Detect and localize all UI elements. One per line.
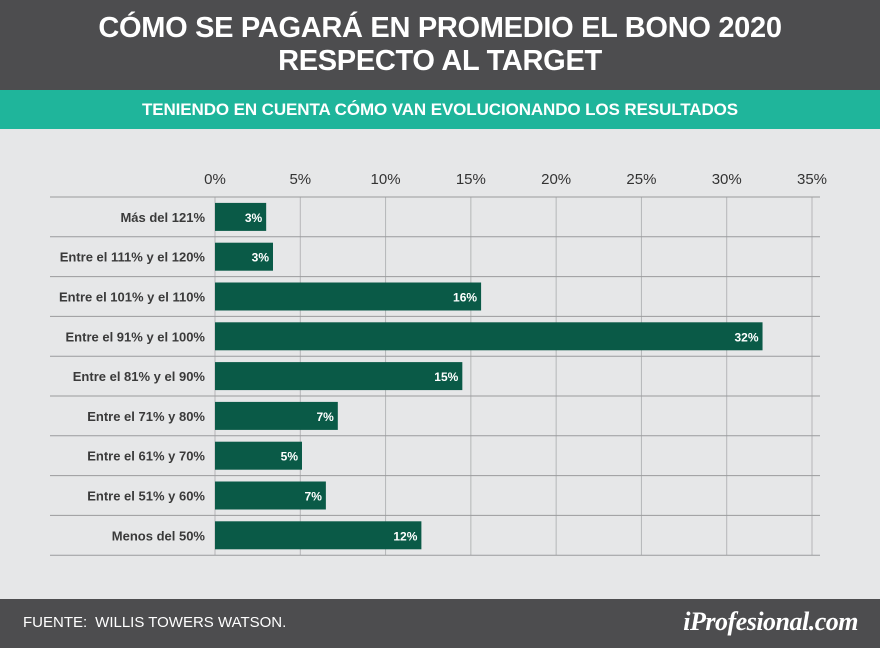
x-tick-label: 0% [204,171,226,188]
data-label: 16% [453,291,477,305]
category-label: Entre el 61% y 70% [87,449,205,464]
x-tick-label: 35% [797,171,827,188]
data-label: 7% [316,410,334,424]
bar [215,441,302,470]
source-label: FUENTE: [23,614,88,631]
x-tick-label: 15% [456,171,486,188]
category-label: Entre el 91% y el 100% [66,329,206,344]
bar [215,362,463,391]
data-label: 5% [281,450,299,464]
category-label: Entre el 81% y el 90% [73,369,206,384]
data-label: 15% [434,370,458,384]
chart-title: CÓMO SE PAGARÁ EN PROMEDIO EL BONO 2020 … [98,12,782,78]
category-labels: Más del 121% Entre el 111% y el 120% Entre… [59,210,205,543]
data-label: 32% [735,330,759,344]
header-banner: CÓMO SE PAGARÁ EN PROMEDIO EL BONO 2020 … [0,0,880,90]
x-axis-ticks: 0% 5% 10% 15% 20% 25% 30% 35% [204,171,827,188]
data-labels: 3% 3% 16% 32% 15% 7% 5% 7% 12% [245,211,759,543]
footer-bar: FUENTE: WILLIS TOWERS WATSON. iProfesiona… [0,599,880,648]
data-label: 3% [252,251,270,265]
chart-title-line2: RESPECTO AL TARGET [278,45,602,77]
source-value: WILLIS TOWERS WATSON. [95,614,287,631]
bar [215,521,422,550]
data-label: 12% [393,529,417,543]
x-tick-label: 20% [541,171,571,188]
source-note: FUENTE: WILLIS TOWERS WATSON. [23,614,286,631]
category-label: Entre el 101% y el 110% [59,290,205,305]
bar [215,202,267,231]
bar [215,322,763,351]
x-tick-label: 25% [626,171,656,188]
x-tick-label: 5% [289,171,311,188]
grid-lines [50,196,820,556]
bar [215,242,273,271]
bar-chart: 0% 5% 10% 15% 20% 25% 30% 35% Más del 121% Entre… [0,129,880,599]
x-tick-label: 10% [371,171,401,188]
brand-logo: iProfesional.com [683,607,858,636]
data-label: 7% [305,490,323,504]
bar [215,401,338,430]
bars [215,202,763,550]
bar [215,282,482,311]
category-label: Entre el 51% y 60% [87,489,205,504]
subtitle-banner: TENIENDO EN CUENTA CÓMO VAN EVOLUCIONAND… [0,90,880,129]
data-label: 3% [245,211,263,225]
category-label: Entre el 71% y 80% [87,409,205,424]
category-label: Menos del 50% [112,528,206,543]
x-tick-label: 30% [712,171,742,188]
chart-subtitle: TENIENDO EN CUENTA CÓMO VAN EVOLUCIONAND… [141,99,739,119]
category-label: Entre el 111% y el 120% [60,250,206,265]
chart-title-line1: CÓMO SE PAGARÁ EN PROMEDIO EL BONO 2020 [98,12,782,44]
bar-chart-svg: 0% 5% 10% 15% 20% 25% 30% 35% Más del 121% Entre… [50,171,827,556]
category-label: Más del 121% [120,210,205,225]
bar [215,481,326,510]
